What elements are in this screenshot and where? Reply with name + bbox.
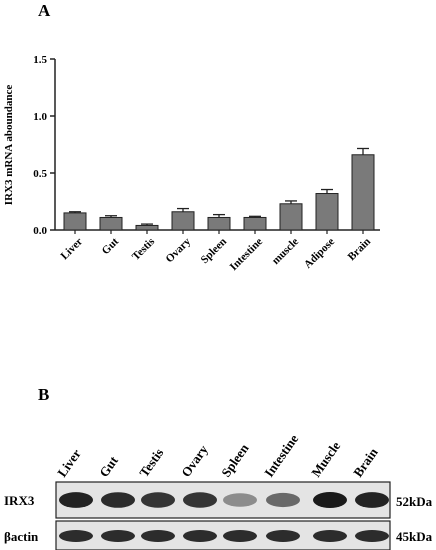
irx3-band bbox=[101, 492, 135, 508]
x-tick-label: Intestine bbox=[228, 236, 266, 274]
lane-label: Intestine bbox=[261, 431, 301, 479]
actin-row-label: βactin bbox=[4, 529, 39, 544]
lane-label: Ovary bbox=[178, 442, 211, 480]
y-tick-label: 1.5 bbox=[33, 54, 47, 66]
lane-label: Spleen bbox=[218, 440, 252, 479]
x-tick-label: Adipose bbox=[302, 236, 337, 271]
irx3-band bbox=[183, 492, 217, 508]
lane-label: Gut bbox=[96, 453, 121, 480]
irx3-band bbox=[141, 492, 175, 508]
x-tick-label: Liver bbox=[58, 236, 85, 263]
actin-band bbox=[101, 530, 135, 542]
y-tick-label: 0.5 bbox=[33, 168, 47, 180]
x-tick-label: Spleen bbox=[199, 236, 230, 267]
bar-adipose bbox=[315, 193, 339, 231]
irx3-band bbox=[223, 493, 257, 507]
actin-band bbox=[223, 530, 257, 542]
irx3-row-label: IRX3 bbox=[4, 493, 35, 508]
actin-band bbox=[266, 530, 300, 542]
lane-label: Liver bbox=[54, 446, 84, 480]
lane-label: Testis bbox=[136, 445, 166, 479]
y-tick-label: 1.0 bbox=[33, 111, 47, 123]
bar-testis bbox=[135, 224, 159, 231]
x-tick-label: muscle bbox=[270, 236, 301, 267]
bar-liver bbox=[63, 212, 87, 231]
actin-band bbox=[59, 530, 93, 542]
lane-label: Brain bbox=[350, 444, 381, 479]
lane-label: Muscle bbox=[308, 438, 343, 479]
bar-chart: IRX3 mRNA aboundance 0.0 0.5 1.0 1.5 Liver G… bbox=[3, 54, 380, 273]
bar-spleen bbox=[207, 216, 231, 231]
western-blot: Liver Gut Testis Ovary Spleen Intestine Muscle… bbox=[4, 431, 433, 550]
x-tick-label: Brain bbox=[346, 236, 374, 264]
actin-band bbox=[313, 530, 347, 542]
irx3-band bbox=[266, 492, 300, 508]
panel-b-letter: B bbox=[38, 385, 49, 404]
bar-intestine bbox=[243, 216, 267, 231]
bar-brain bbox=[351, 154, 375, 231]
bar-muscle bbox=[279, 203, 303, 231]
panel-a-letter: A bbox=[38, 1, 51, 20]
bar-ovary bbox=[171, 211, 195, 231]
y-axis-label: IRX3 mRNA aboundance bbox=[3, 85, 15, 206]
x-tick-label: Testis bbox=[130, 235, 158, 263]
x-tick-label: Ovary bbox=[163, 235, 193, 265]
bar-gut bbox=[99, 216, 123, 231]
irx3-band bbox=[355, 492, 389, 508]
actin-band bbox=[355, 530, 389, 542]
actin-band bbox=[141, 530, 175, 542]
y-tick-label: 0.0 bbox=[33, 225, 47, 237]
irx3-size-label: 52kDa bbox=[396, 494, 433, 509]
actin-size-label: 45kDa bbox=[396, 529, 433, 544]
actin-band bbox=[183, 530, 217, 542]
irx3-band bbox=[59, 492, 93, 508]
irx3-band bbox=[313, 492, 347, 508]
x-tick-label: Gut bbox=[100, 235, 122, 257]
